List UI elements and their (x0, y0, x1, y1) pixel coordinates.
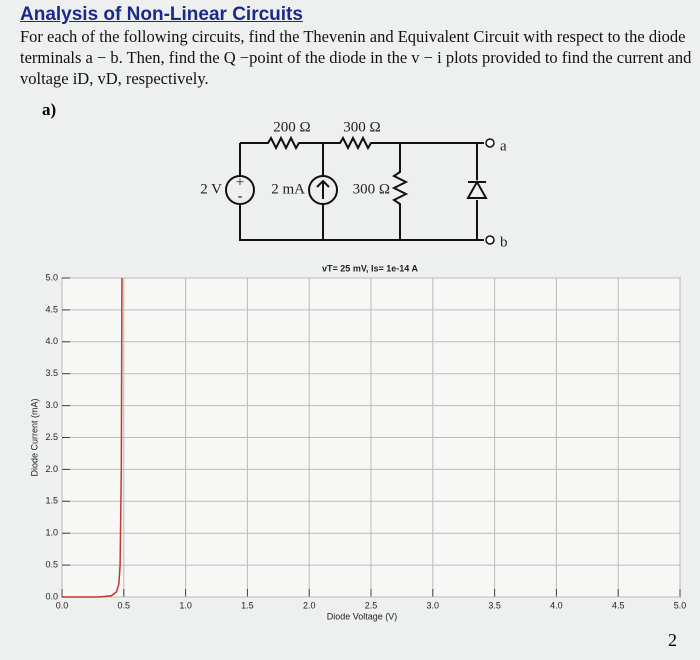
terminal-label: a (500, 138, 507, 154)
x-tick-label: 2.5 (365, 600, 378, 610)
source-label: 2 V (200, 181, 222, 197)
chart-title: vT= 25 mV, Is= 1e-14 A (322, 263, 418, 273)
y-tick-label: 4.5 (45, 304, 58, 314)
x-tick-label: 4.0 (550, 600, 563, 610)
page-number: 2 (668, 630, 677, 650)
polarity: + (236, 174, 244, 190)
x-tick-label: 0.5 (118, 600, 131, 610)
x-tick-label: 0.0 (56, 600, 69, 610)
circuit: 200 Ω 300 Ω 2 V 2 mA 300 Ω a b + - (200, 119, 507, 250)
resistor-label: 300 Ω (343, 119, 380, 135)
y-axis-label: Diode Current (mA) (29, 398, 39, 476)
y-tick-label: 5.0 (45, 272, 58, 282)
y-tick-label: 1.0 (45, 528, 58, 538)
resistor-label: 200 Ω (273, 119, 310, 135)
y-tick-label: 3.0 (45, 400, 58, 410)
terminal-label: b (500, 234, 508, 250)
y-tick-label: 2.0 (45, 464, 58, 474)
source-label: 2 mA (271, 181, 305, 197)
x-tick-label: 3.5 (488, 600, 501, 610)
x-tick-label: 2.0 (303, 600, 316, 610)
instructions: For each of the following circuits, find… (20, 27, 692, 88)
y-tick-label: 2.5 (45, 432, 58, 442)
y-tick-label: 4.0 (45, 336, 58, 346)
line-series (62, 277, 123, 598)
title: Analysis of Non-Linear Circuits (20, 4, 303, 25)
y-tick-label: 1.5 (45, 496, 58, 506)
y-tick-label: 0.0 (45, 591, 58, 601)
x-tick-label: 4.5 (612, 600, 625, 610)
x-tick-label: 3.0 (427, 600, 440, 610)
x-tick-label: 1.0 (179, 600, 192, 610)
y-tick-label: 3.5 (45, 368, 58, 378)
x-axis-label: Diode Voltage (V) (327, 611, 398, 621)
chart: 0.0 0.5 1.0 1.5 2.0 2.5 3.0 3.5 4.0 4.5 5.0 0.0 0.5 1… (29, 263, 686, 621)
x-tick-label: 5.0 (674, 600, 687, 610)
x-tick-label: 1.5 (241, 600, 254, 610)
polarity: - (238, 188, 243, 204)
part-label: a) (42, 100, 57, 119)
y-tick-label: 0.5 (45, 559, 58, 569)
resistor-label: 300 Ω (353, 181, 390, 197)
